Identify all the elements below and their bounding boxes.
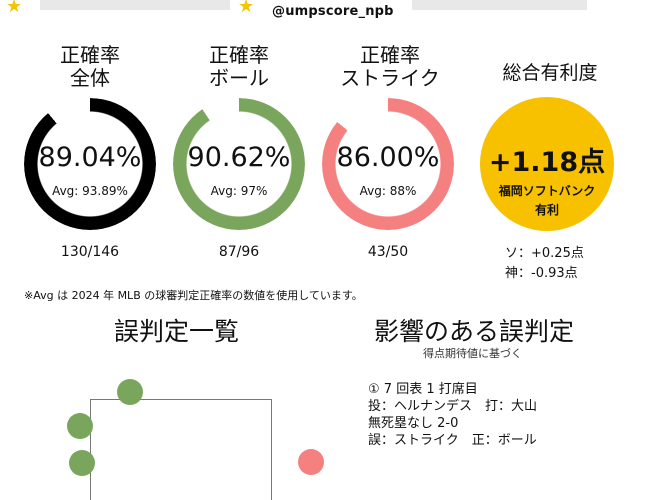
metric-title-strike: 正確率 ストライク [325, 44, 455, 90]
accuracy-fraction-overall: 130/146 [60, 244, 120, 260]
impact-inning: ① 7 回表 1 打席目 [368, 382, 478, 397]
accuracy-ring-overall [24, 98, 156, 230]
accuracy-value-ball: 90.62% [187, 142, 291, 173]
overall-title: 総合有利度 [502, 62, 598, 84]
impact-detail: ① 7 回表 1 打席目 投：ヘルナンデス 打：大山 無死塁なし 2-0 誤：ス… [368, 381, 537, 449]
star-icon: ★ [238, 0, 255, 17]
accuracy-fraction-ball: 87/96 [218, 244, 260, 260]
breakdown-softbank: ソ：+0.25点 [505, 246, 584, 261]
header-bar-left [40, 0, 230, 10]
account-handle: @umpscore_npb [272, 4, 394, 19]
pitch-dot [298, 449, 324, 475]
star-icon: ★ [6, 0, 23, 17]
metric-title-line1: 正確率 [360, 43, 420, 67]
metric-title-line2: 全体 [70, 66, 110, 90]
metric-title-line1: 正確率 [60, 43, 120, 67]
accuracy-avg-overall: Avg: 93.89% [52, 184, 128, 198]
overall-value: +1.18点 [488, 147, 606, 178]
impact-call: 誤：ストライク 正：ボール [368, 433, 537, 448]
metric-title-line2: ストライク [340, 66, 440, 90]
overall-team: 福岡ソフトバンク 有利 [480, 182, 614, 220]
avg-footnote: ※Avg は 2024 年 MLB の球審判定正確率の数値を使用しています。 [24, 289, 363, 302]
metric-title-line1: 正確率 [209, 43, 269, 67]
overall-advantage-circle [480, 97, 614, 231]
impact-subtitle: 得点期待値に基づく [423, 347, 522, 360]
metric-title-line2: ボール [209, 66, 269, 90]
strike-zone [90, 399, 272, 500]
pitch-dot [117, 379, 143, 405]
pitch-dot [69, 450, 95, 476]
metric-title-overall: 正確率 全体 [25, 44, 155, 90]
accuracy-value-strike: 86.00% [336, 142, 440, 173]
accuracy-value-overall: 89.04% [38, 142, 142, 173]
breakdown-hanshin: 神：-0.93点 [505, 266, 578, 281]
overall-team-advantage: 有利 [534, 203, 559, 217]
accuracy-ring-ball [173, 98, 305, 230]
accuracy-avg-strike: Avg: 88% [359, 184, 417, 198]
header-bar-right [412, 0, 587, 10]
impact-situation: 無死塁なし 2-0 [368, 416, 459, 431]
accuracy-avg-ball: Avg: 97% [210, 184, 268, 198]
overall-team-name: 福岡ソフトバンク [498, 184, 596, 198]
metric-title-ball: 正確率 ボール [174, 44, 304, 90]
overall-breakdown: ソ：+0.25点 神：-0.93点 [505, 244, 584, 284]
pitch-dot [67, 413, 93, 439]
impact-title: 影響のある誤判定 [374, 317, 575, 346]
accuracy-ring-strike [322, 98, 454, 230]
accuracy-fraction-strike: 43/50 [367, 244, 409, 260]
miscall-list-title: 誤判定一覧 [114, 317, 240, 346]
impact-matchup: 投：ヘルナンデス 打：大山 [368, 399, 538, 414]
